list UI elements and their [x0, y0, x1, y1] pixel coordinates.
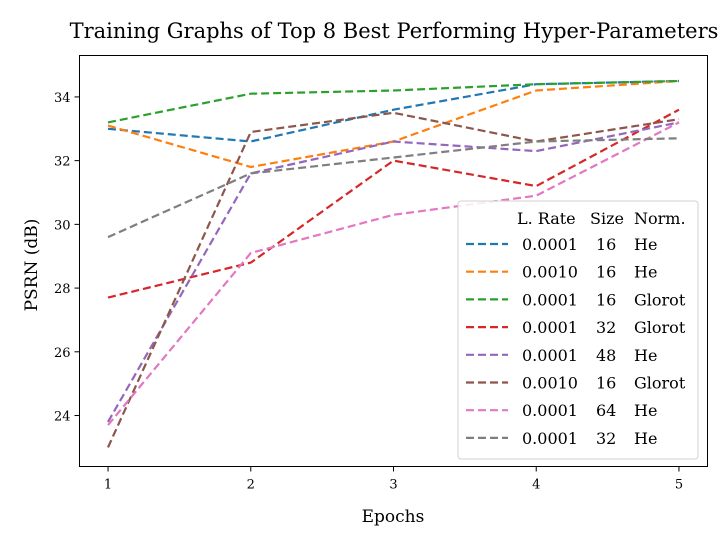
- legend-lr-3: 0.0001: [522, 318, 578, 337]
- legend-size-0: 16: [596, 235, 616, 254]
- series-line-4: [107, 121, 680, 423]
- legend-lr-1: 0.0010: [522, 263, 578, 282]
- y-tick-label-1: 26: [54, 346, 71, 361]
- legend-size-4: 48: [596, 346, 616, 365]
- x-tick-label-0: 1: [104, 478, 112, 493]
- y-tick-label-3: 30: [54, 218, 71, 233]
- y-tick-label-5: 34: [54, 91, 71, 106]
- legend-lr-5: 0.0010: [522, 374, 578, 393]
- legend-size-3: 32: [596, 318, 616, 337]
- legend-lr-2: 0.0001: [522, 290, 578, 309]
- legend-lr-7: 0.0001: [522, 429, 578, 448]
- x-tick-label-3: 4: [532, 478, 540, 493]
- legend-norm-5: Glorot: [634, 374, 686, 393]
- series-line-2: [107, 79, 680, 124]
- series-line-3: [107, 108, 680, 299]
- y-tick-label-4: 32: [54, 155, 71, 170]
- legend-norm-2: Glorot: [634, 290, 686, 309]
- y-tick-label-0: 24: [54, 410, 71, 425]
- legend-norm-4: He: [634, 346, 657, 365]
- series-line-1: [107, 79, 680, 169]
- legend-rows: 0.0001 16 He 0.0010 16 He 0.0001 16 Glorot 0.0001…: [466, 235, 686, 448]
- legend-size-6: 64: [596, 401, 616, 420]
- legend-lr-0: 0.0001: [522, 235, 578, 254]
- legend-norm-7: He: [634, 429, 657, 448]
- series-line-0: [107, 79, 680, 143]
- legend-size-1: 16: [596, 263, 616, 282]
- chart-title: Training Graphs of Top 8 Best Performing…: [70, 19, 719, 43]
- legend-norm-1: He: [634, 263, 657, 282]
- legend-header-size: Size: [590, 209, 624, 228]
- plot-area-frame: [79, 55, 708, 467]
- legend-size-7: 32: [596, 429, 616, 448]
- y-tick-label-2: 28: [54, 282, 71, 297]
- legend-norm-3: Glorot: [634, 318, 686, 337]
- x-tick-label-4: 5: [675, 478, 683, 493]
- x-tick-label-1: 2: [247, 478, 255, 493]
- legend-header-lr: L. Rate: [517, 209, 576, 228]
- series-line-6: [107, 121, 680, 426]
- legend-size-2: 16: [596, 290, 616, 309]
- series-line-5: [106, 111, 680, 448]
- legend: L. Rate Size Norm. 0.0001 16 He0.0010 16 He0…: [457, 200, 699, 460]
- legend-header-norm: Norm.: [634, 209, 686, 228]
- legend-lr-6: 0.0001: [522, 401, 578, 420]
- y-axis-label: PSRN (dB): [22, 219, 42, 312]
- legend-lr-4: 0.0001: [522, 346, 578, 365]
- legend-norm-0: He: [634, 235, 657, 254]
- series-layer: [106, 79, 680, 448]
- legend-box: [457, 200, 699, 460]
- legend-size-5: 16: [596, 374, 616, 393]
- legend-norm-6: He: [634, 401, 657, 420]
- x-axis-label: Epochs: [362, 507, 425, 527]
- x-tick-label-2: 3: [389, 478, 397, 493]
